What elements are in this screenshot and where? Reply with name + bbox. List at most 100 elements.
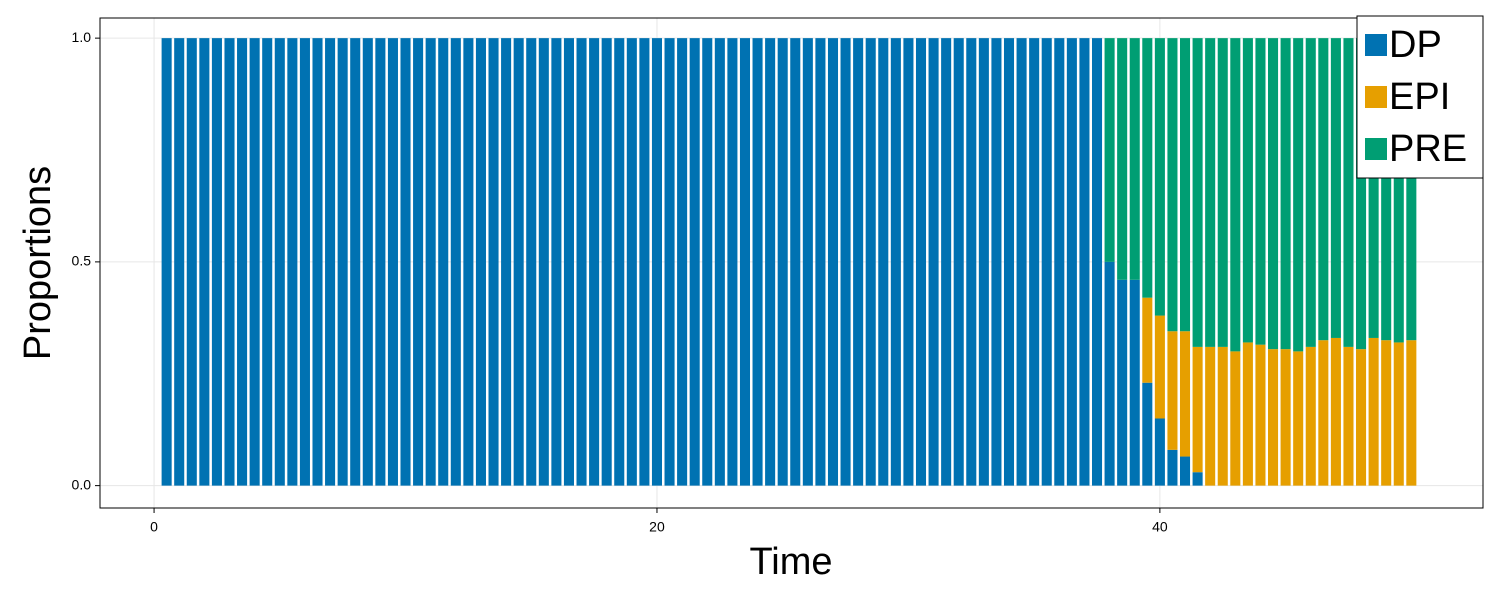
x-axis-title: Time [749,541,832,583]
bar-segment [1242,342,1253,486]
bar-segment [249,38,260,486]
bar-segment [1406,38,1417,341]
bar-segment [739,38,751,486]
bar-segment [1293,38,1304,352]
bar-segment [1003,38,1015,486]
bar-segment [1129,38,1140,280]
bar-segment [1142,297,1153,383]
bar-segment [1305,38,1316,347]
bar-segment [1280,38,1291,350]
bar-segment [903,38,914,486]
bar-segment [1154,315,1165,419]
bar-segment [1054,38,1065,486]
bar-segment [1179,38,1191,332]
bar-segment [450,38,461,486]
bar-segment [1280,349,1291,486]
bar-segment [790,38,801,486]
bar-segment [1167,449,1178,486]
bar-segment [1217,346,1228,486]
bar-segment [1230,351,1241,486]
bar-segment [966,38,977,486]
bar-segment [1318,340,1329,486]
bar-segment [1381,38,1392,341]
bar-segment [1393,38,1404,343]
bar-segment [777,38,788,486]
legend-swatch [1365,86,1387,108]
bar-segment [1192,472,1203,486]
bar-segment [1293,351,1304,486]
plot-frame [99,17,1484,509]
bar-segment [1192,346,1203,473]
bar-segment [1079,38,1090,486]
bar-segment [211,38,222,486]
bar-segment [1368,38,1379,338]
bar-segment [362,38,373,486]
bar-segment [1192,38,1203,347]
bar-segment [765,38,776,486]
bar-segment [1330,38,1341,338]
bar-segment [953,38,964,486]
bar-segment [840,38,851,486]
bar-segment [1016,38,1027,486]
bar-segment [1406,340,1417,486]
bar-segment [752,38,763,486]
bar-segment [915,38,927,486]
bar-segment [274,38,285,486]
bar-segment [563,38,574,486]
bar-segment [664,38,675,486]
bar-segment [941,38,952,486]
bar-segment [1368,337,1379,486]
bar-segment [626,38,637,486]
bar-segment [639,38,650,486]
bar-segment [1230,38,1241,352]
bar-segment [1179,456,1191,486]
bar-segment [991,38,1002,486]
bar-segment [350,38,361,486]
bar-segment [161,38,172,486]
x-tick-label: 20 [649,519,665,535]
bar-segment [978,38,989,486]
bar-segment [400,38,411,486]
bar-segment [237,38,248,486]
bar-segment [425,38,436,486]
bar-segment [890,38,901,486]
bar-segment [727,38,738,486]
bar-segment [337,38,348,486]
bar-segment [1154,418,1165,486]
bar-segment [224,38,235,486]
bar-segment [1167,38,1178,332]
bar-segment [1129,279,1140,486]
bar-segment [589,38,600,486]
bar-segment [1268,349,1279,486]
bar-segment [1255,344,1266,486]
bar-segment [1330,337,1341,486]
bar-segment [614,38,625,486]
bar-segment [287,38,298,486]
bar-segment [501,38,512,486]
y-tick-label: 0.5 [72,253,92,269]
bar-segment [1205,38,1216,347]
bar-segment [438,38,449,486]
legend-swatch [1365,34,1387,56]
legend-label: PRE [1389,128,1467,170]
bar-segment [312,38,323,486]
y-tick-label: 1.0 [72,29,92,45]
bar-segment [928,38,939,486]
bar-segment [1142,382,1153,486]
legend-swatch [1365,138,1387,160]
bar-segment [1117,279,1128,486]
bar-segment [865,38,876,486]
bar-segment [199,38,210,486]
bar-segment [1091,38,1103,486]
bar-segment [1117,38,1128,280]
bar-segment [1041,38,1052,486]
bar-segment [375,38,386,486]
legend-label: DP [1389,24,1442,66]
bar-segment [702,38,713,486]
bar-segment [878,38,889,486]
bar-segment [1356,38,1367,350]
bar-segment [827,38,839,486]
bar-segment [1104,261,1115,486]
bar-segment [815,38,826,486]
x-tick-label: 40 [1152,519,1168,535]
